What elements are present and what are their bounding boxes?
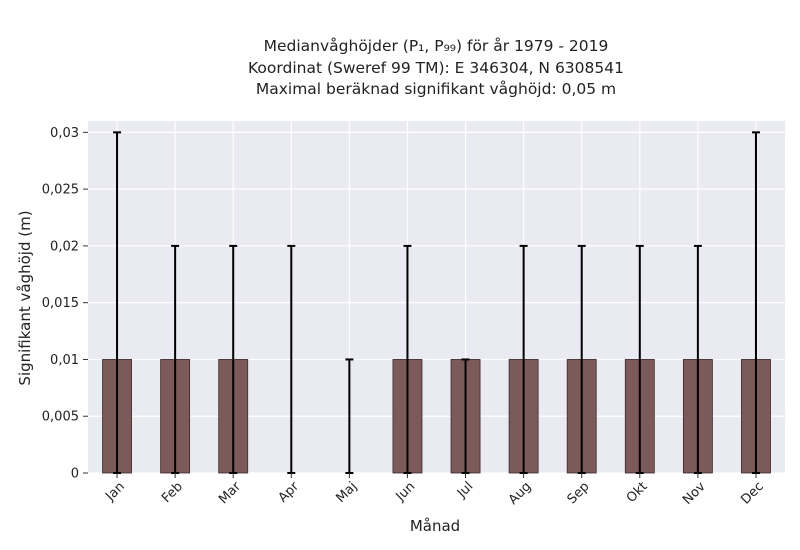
chart-title: Medianvåghöjder (P₁, P₉₉) för år 1979 - … bbox=[248, 37, 624, 98]
x-tick-label-apr: Apr bbox=[276, 479, 303, 506]
x-axis-label: Månad bbox=[410, 517, 460, 535]
x-tick-label-mar: Mar bbox=[216, 479, 244, 507]
x-tick-label-jul: Jul bbox=[454, 479, 476, 501]
error-bars bbox=[113, 131, 760, 474]
x-tick-label-sep: Sep bbox=[565, 479, 593, 507]
x-axis-ticks: Jan Feb Mar Apr Maj Jun Jul Aug Sep Okt Nov Dec bbox=[102, 473, 767, 508]
plot-area bbox=[88, 121, 785, 473]
x-tick-label-jun: Jun bbox=[393, 479, 419, 505]
y-tick-label-3: 0,015 bbox=[42, 296, 79, 311]
x-tick-label-feb: Feb bbox=[159, 479, 186, 506]
title-line-3: Maximal beräknad signifikant våghöjd: 0,… bbox=[256, 80, 616, 98]
y-tick-label-1: 0,005 bbox=[42, 410, 79, 425]
x-tick-label-okt: Okt bbox=[624, 479, 651, 506]
x-tick-label-nov: Nov bbox=[680, 479, 709, 508]
x-tick-label-aug: Aug bbox=[506, 479, 535, 508]
x-tick-label-jan: Jan bbox=[102, 479, 127, 504]
x-tick-label-maj: Maj bbox=[333, 479, 360, 506]
y-tick-label-5: 0,025 bbox=[42, 183, 79, 198]
y-axis-label: Signifikant våghöjd (m) bbox=[16, 210, 34, 385]
y-tick-label-0: 0 bbox=[71, 467, 79, 482]
x-tick-label-dec: Dec bbox=[738, 479, 766, 507]
title-line-1: Medianvåghöjder (P₁, P₉₉) för år 1979 - … bbox=[264, 37, 609, 55]
y-tick-label-6: 0,03 bbox=[50, 126, 79, 141]
y-axis-ticks: 0 0,005 0,01 0,015 0,02 0,025 0,03 bbox=[42, 126, 88, 482]
title-line-2: Koordinat (Sweref 99 TM): E 346304, N 63… bbox=[248, 59, 624, 77]
y-tick-label-2: 0,01 bbox=[50, 353, 79, 368]
y-tick-label-4: 0,02 bbox=[50, 239, 79, 254]
